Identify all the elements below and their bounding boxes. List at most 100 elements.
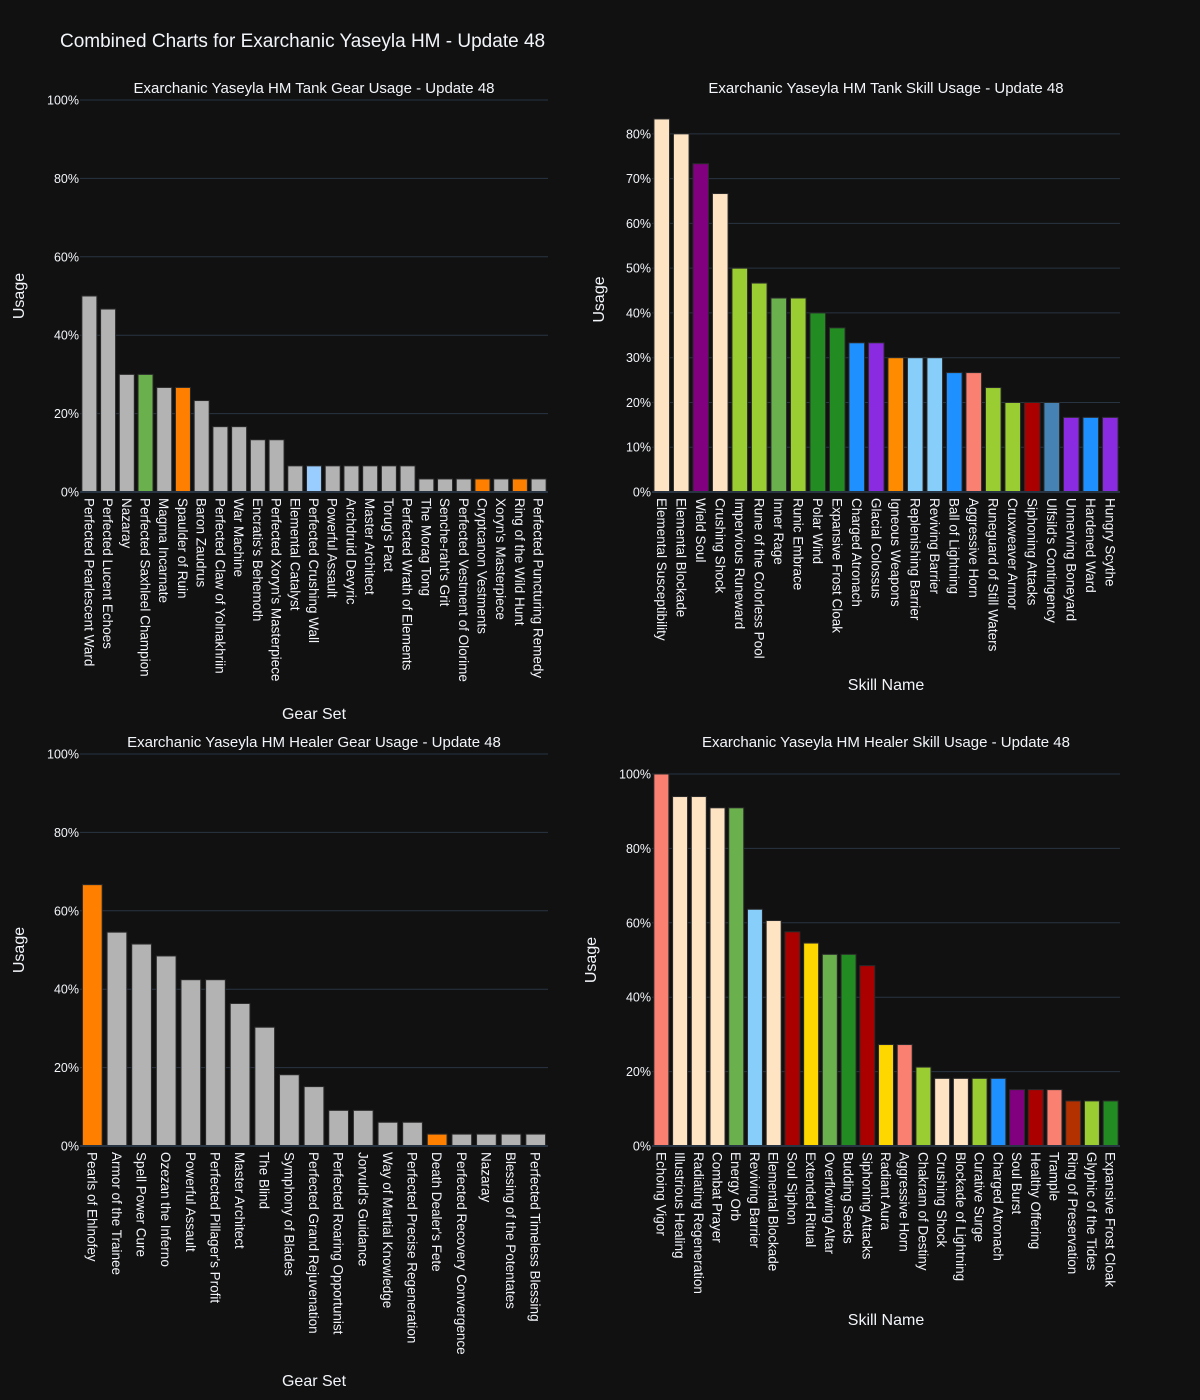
x-tick-label: Powerful Assault (183, 1152, 198, 1252)
bar (1101, 416, 1119, 493)
x-tick-label: Perfected Recovery Convergence (454, 1152, 469, 1355)
bar (268, 439, 285, 493)
y-tick-label: 100% (619, 768, 651, 782)
x-tick-label: Xoryn's Masterpiece (493, 498, 508, 620)
x-tick-label: Perfected Crushing Wall (306, 498, 321, 643)
y-tick-label: 40% (626, 991, 651, 1005)
x-tick-label: Powerful Assault (325, 498, 340, 598)
bar (474, 478, 491, 493)
bar (118, 373, 135, 493)
x-axis-title: Skill Name (848, 1312, 925, 1329)
bar (437, 478, 454, 493)
x-tick-label: Soul Siphon (784, 1152, 799, 1225)
x-tick-label: Aggressive Horn (966, 498, 981, 598)
bar (672, 796, 689, 1147)
healer-gear-chart: Exarchanic Yaseyla HM Healer Gear Usage … (11, 734, 548, 1390)
x-tick-label: Igneous Weapons (888, 498, 903, 607)
bar (525, 1133, 547, 1147)
bar (493, 478, 510, 493)
x-tick-label: Perfected Pillager's Profit (207, 1152, 222, 1303)
bar (1065, 1100, 1082, 1147)
bar (137, 373, 154, 493)
bar (1062, 416, 1080, 493)
y-tick-label: 30% (626, 351, 651, 365)
bar (653, 118, 671, 493)
x-tick-label: Magma Incarnate (156, 498, 171, 603)
y-tick-label: 20% (54, 407, 79, 421)
bar (809, 312, 827, 493)
bar (212, 426, 229, 493)
x-tick-label: Jorvuld's Guidance (355, 1152, 370, 1266)
bar (915, 1066, 932, 1147)
bar (380, 465, 397, 493)
x-tick-label: Wield Soul (693, 498, 708, 563)
bar (229, 1002, 251, 1147)
x-tick-label: Expansive Frost Cloak (829, 498, 844, 633)
bar (653, 773, 670, 1147)
y-axis-title: Usage (11, 273, 28, 319)
x-tick-label: Siphoning Attacks (859, 1152, 874, 1260)
y-tick-label: 0% (633, 1140, 651, 1154)
y-tick-label: 20% (626, 396, 651, 410)
bar (1009, 1089, 1026, 1147)
x-tick-label: Elemental Blockade (766, 1152, 781, 1271)
x-tick-label: Perfected Xoryn's Masterpiece (269, 498, 284, 681)
bar (821, 953, 838, 1147)
bar (426, 1133, 448, 1147)
x-tick-label: The Morag Tong (418, 498, 433, 596)
y-tick-label: 80% (54, 826, 79, 840)
bar (750, 282, 768, 493)
bar (231, 426, 248, 493)
bar (1023, 401, 1041, 493)
bar (343, 465, 360, 493)
x-tick-label: Ozezan the Inferno (158, 1152, 173, 1267)
bar (1102, 1100, 1119, 1147)
x-tick-label: The Blind (257, 1152, 272, 1209)
bar (711, 193, 729, 493)
bar (193, 400, 210, 493)
x-tick-label: Crushing Shock (712, 498, 727, 594)
x-tick-label: Way of Martial Knowledge (380, 1152, 395, 1308)
bar (984, 387, 1002, 493)
bar (155, 955, 177, 1147)
bar (254, 1026, 276, 1147)
x-tick-label: Pearls of Ehlnofey (84, 1152, 99, 1262)
bar (156, 386, 173, 493)
x-tick-label: Runic Embrace (790, 498, 805, 590)
y-axis-title: Usage (11, 927, 28, 973)
bar (709, 807, 726, 1147)
x-tick-label: Blessing of the Potentates (503, 1152, 518, 1309)
y-tick-label: 10% (626, 441, 651, 455)
x-tick-label: Perfected Claw of Yolnakhriin (212, 498, 227, 674)
bar (399, 465, 416, 493)
bar (934, 1077, 951, 1147)
x-tick-label: Ring of Preservation (1065, 1152, 1080, 1274)
x-tick-label: Echoing Vigor (653, 1152, 668, 1236)
bar (1004, 401, 1022, 493)
x-tick-label: Perfected Timeless Blessing (528, 1152, 543, 1322)
x-tick-label: Chakram of Destiny (915, 1152, 930, 1271)
x-tick-label: Senche-raht's Grit (437, 498, 452, 607)
bar (180, 979, 202, 1147)
x-tick-label: Perfected Vestment of Olorime (456, 498, 471, 682)
x-tick-label: Budding Seeds (841, 1152, 856, 1244)
x-tick-label: Torug's Pact (381, 498, 396, 572)
y-axis-title: Usage (591, 276, 608, 322)
main-title: Combined Charts for Exarchanic Yaseyla H… (60, 31, 546, 52)
bar (328, 1109, 349, 1147)
bar (1046, 1089, 1063, 1147)
y-tick-label: 0% (633, 486, 651, 500)
x-tick-label: Hungry Scythe (1102, 498, 1117, 587)
bar (287, 465, 304, 493)
bar (249, 439, 266, 493)
x-tick-label: Siphoning Attacks (1024, 498, 1039, 606)
x-tick-label: Reviving Barrier (747, 1152, 762, 1249)
x-tick-label: Radiating Regeneration (691, 1152, 706, 1294)
bar (402, 1121, 423, 1147)
bar (692, 163, 710, 493)
bar (728, 807, 745, 1147)
x-tick-label: Perfected Puncturing Remedy (531, 498, 546, 678)
x-tick-label: Master Architect (232, 1152, 247, 1249)
x-axis-title: Gear Set (282, 706, 347, 723)
